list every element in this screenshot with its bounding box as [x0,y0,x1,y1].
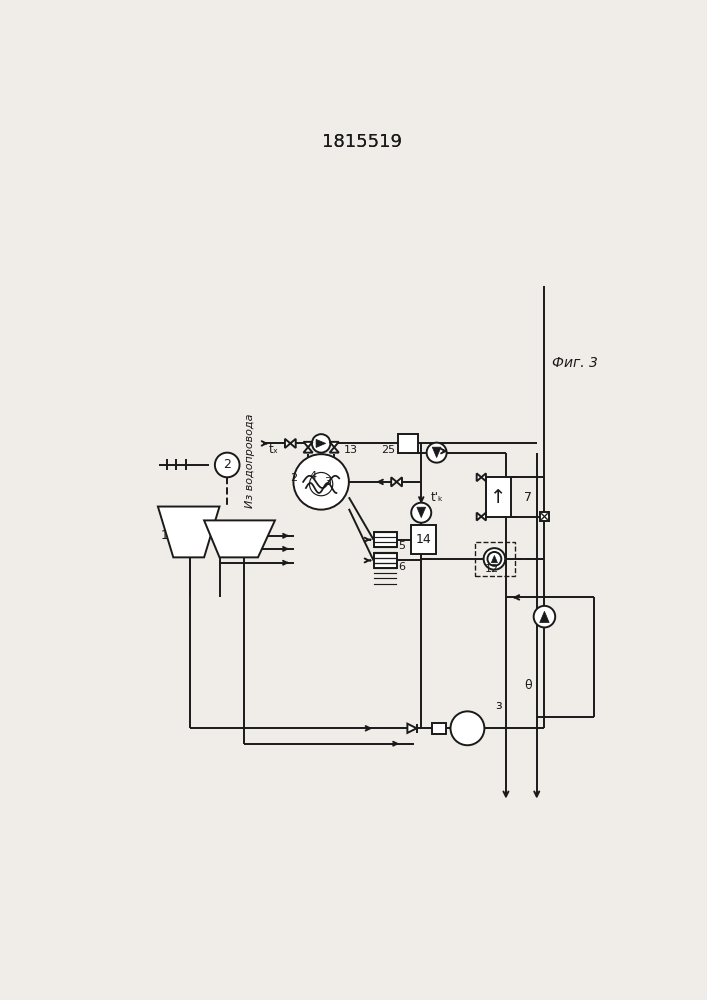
Polygon shape [397,477,402,486]
Polygon shape [303,442,312,447]
Polygon shape [481,473,486,481]
Text: 3: 3 [324,477,331,487]
Polygon shape [491,555,498,563]
Text: θ: θ [525,679,532,692]
Circle shape [450,711,484,745]
Text: 12: 12 [484,564,498,574]
Polygon shape [477,473,481,481]
Text: 2: 2 [290,473,297,483]
Polygon shape [303,447,312,453]
Bar [432,723,446,734]
Text: Фиг. 3: Фиг. 3 [552,356,598,370]
Text: t'ₖ: t'ₖ [431,491,443,504]
Text: 5: 5 [398,541,405,551]
Polygon shape [158,507,219,557]
Polygon shape [477,513,481,520]
Text: 13: 13 [344,445,358,455]
Bar [373,553,397,568]
Polygon shape [316,439,326,447]
Bar [373,532,397,547]
Text: ↑: ↑ [490,488,506,507]
Text: 1815519: 1815519 [322,133,402,151]
Circle shape [487,552,501,566]
Bar [411,525,436,554]
Polygon shape [417,507,426,518]
Circle shape [426,443,447,463]
Bar [398,434,418,453]
Circle shape [534,606,555,627]
Polygon shape [329,447,339,453]
Polygon shape [407,724,416,733]
Text: 6: 6 [398,562,405,572]
Text: 4: 4 [310,471,317,481]
Polygon shape [329,442,339,447]
Polygon shape [291,439,296,448]
Text: 7: 7 [524,491,532,504]
Text: 1815519: 1815519 [322,133,402,151]
Polygon shape [539,611,549,623]
Text: 1: 1 [161,529,169,542]
Polygon shape [285,439,291,448]
Polygon shape [432,447,441,458]
Circle shape [484,548,506,570]
Circle shape [312,434,330,453]
Text: 2: 2 [223,458,231,471]
Text: tₓ: tₓ [269,443,279,456]
Polygon shape [391,477,397,486]
Circle shape [215,453,240,477]
Polygon shape [481,513,486,520]
Text: 14: 14 [416,533,431,546]
Bar [475,542,515,576]
Polygon shape [204,520,275,557]
Circle shape [293,454,349,510]
Circle shape [411,503,431,523]
Bar [540,512,549,521]
Text: 25: 25 [381,445,395,455]
Bar [486,477,510,517]
Text: з: з [495,699,501,712]
Text: Из водопровода: Из водопровода [245,413,255,508]
